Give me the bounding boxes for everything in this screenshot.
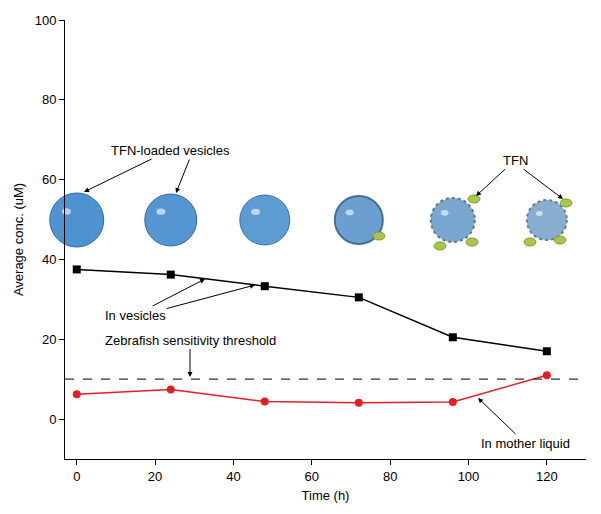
svg-text:20: 20	[42, 332, 56, 347]
svg-text:In vesicles: In vesicles	[105, 308, 166, 323]
svg-text:0: 0	[49, 412, 56, 427]
svg-text:In mother liquid: In mother liquid	[481, 436, 570, 451]
svg-text:120: 120	[536, 469, 558, 484]
svg-text:20: 20	[148, 469, 162, 484]
svg-text:40: 40	[42, 252, 56, 267]
svg-text:60: 60	[42, 172, 56, 187]
svg-text:100: 100	[35, 13, 57, 28]
svg-text:0: 0	[73, 469, 80, 484]
svg-text:60: 60	[305, 469, 319, 484]
svg-text:TFN-loaded vesicles: TFN-loaded vesicles	[111, 143, 230, 158]
svg-text:Time (h): Time (h)	[302, 488, 350, 503]
svg-text:Average conc. (uM): Average conc. (uM)	[11, 183, 26, 296]
svg-text:80: 80	[42, 92, 56, 107]
svg-text:80: 80	[383, 469, 397, 484]
svg-text:100: 100	[458, 469, 480, 484]
svg-text:Zebrafish sensitivity threshol: Zebrafish sensitivity threshold	[105, 333, 276, 348]
svg-text:TFN: TFN	[503, 153, 528, 168]
svg-text:40: 40	[226, 469, 240, 484]
